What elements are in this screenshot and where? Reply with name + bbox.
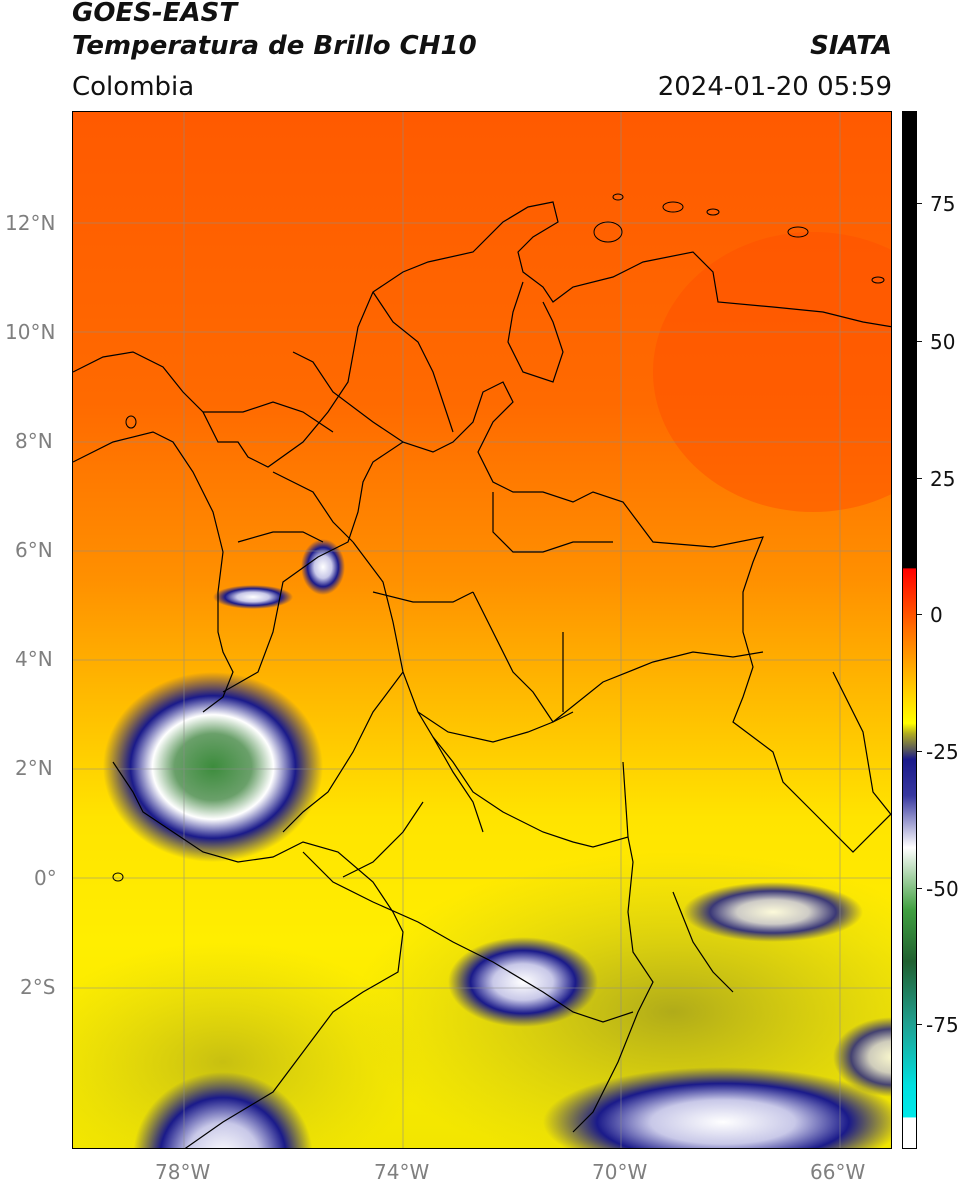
datetime-label: 2024-01-20 05:59 [657, 72, 892, 102]
lat-label: 12°N [5, 211, 56, 235]
cbar-label: -50 [926, 877, 959, 901]
lat-label: 8°N [15, 429, 53, 453]
cbar-tick [917, 203, 922, 204]
satellite-map [72, 111, 892, 1149]
cbar-tick [917, 341, 922, 342]
lon-label: 70°W [592, 1160, 648, 1184]
satellite-title: GOES-EAST [72, 0, 238, 28]
product-title: Temperatura de Brillo CH10 [72, 31, 477, 61]
lon-label: 78°W [155, 1160, 211, 1184]
cloud-southeast [543, 1067, 891, 1148]
cloud-east [683, 882, 863, 942]
lon-label: 66°W [810, 1160, 866, 1184]
cbar-tick [917, 1024, 922, 1025]
cloud-pacific-small [213, 585, 293, 609]
cbar-tick [917, 751, 922, 752]
cbar-label: 25 [930, 467, 956, 491]
cbar-tick [917, 888, 922, 889]
colorbar-gradient [903, 112, 916, 1148]
cloud-southwest [133, 1072, 313, 1148]
cbar-tick [917, 478, 922, 479]
lat-label: 0° [34, 866, 57, 890]
islands [112, 193, 885, 882]
lat-label: 2°N [15, 756, 53, 780]
lat-label: 2°S [20, 975, 56, 999]
cbar-label: 75 [930, 192, 956, 216]
org-label: SIATA [810, 31, 892, 61]
cloud-choco [301, 539, 345, 595]
cloud-pacific [103, 672, 323, 862]
cloud-edge [833, 1017, 891, 1097]
boundaries [73, 201, 891, 1148]
region-label: Colombia [72, 72, 195, 102]
cbar-label: -75 [926, 1013, 959, 1037]
colorbar [902, 111, 917, 1149]
brightness-temperature-field [73, 112, 891, 1148]
lat-label: 6°N [15, 538, 53, 562]
cbar-label: 0 [930, 603, 943, 627]
lat-label: 4°N [15, 647, 53, 671]
cbar-tick [917, 614, 922, 615]
cbar-label: 50 [930, 330, 956, 354]
lon-label: 74°W [374, 1160, 430, 1184]
cloud-amazon [448, 937, 598, 1027]
gridlines [73, 112, 891, 1148]
cbar-label: -25 [926, 740, 959, 764]
lat-label: 10°N [5, 320, 56, 344]
